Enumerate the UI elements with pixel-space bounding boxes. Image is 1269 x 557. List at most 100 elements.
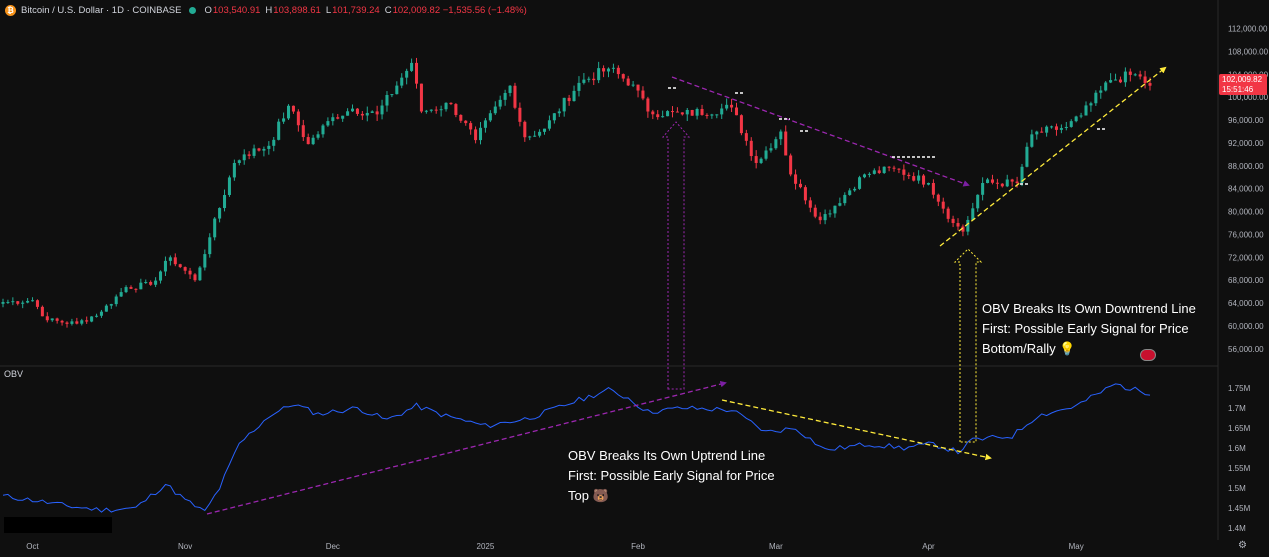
candle-body <box>478 127 483 141</box>
candle-body <box>70 321 74 324</box>
obv-tick-label: 1.4M <box>1228 524 1246 533</box>
candle-body <box>124 287 128 293</box>
candle-body <box>168 257 172 261</box>
candle-body <box>1133 74 1137 76</box>
candle-body <box>690 109 694 116</box>
candle-body <box>134 288 138 290</box>
gear-icon[interactable]: ⚙ <box>1238 540 1247 551</box>
candle-body <box>892 167 896 169</box>
obv-pane-title[interactable]: OBV <box>4 369 24 379</box>
top-signal-arrow <box>661 121 691 390</box>
candle-body <box>346 111 350 116</box>
candle-body <box>986 179 990 183</box>
low-label: L <box>325 4 332 16</box>
candle-body <box>1035 131 1039 135</box>
high-value: 103,898.61 <box>273 4 321 16</box>
candle-body <box>631 84 635 86</box>
candle-body <box>538 131 542 136</box>
candle-body <box>40 306 44 317</box>
candle-body <box>1054 126 1058 130</box>
candle-body <box>419 83 423 112</box>
candle-body <box>16 301 20 304</box>
candle-body <box>616 67 620 75</box>
candle-body <box>267 145 271 149</box>
candle-body <box>936 194 940 202</box>
candle-body <box>21 302 25 304</box>
candle-body <box>675 111 679 113</box>
candle-body <box>60 320 64 323</box>
candle-body <box>976 194 980 209</box>
candle-body <box>242 154 246 161</box>
candle-body <box>858 177 862 189</box>
time-tick-label: Dec <box>326 542 340 551</box>
candle-body <box>1099 90 1103 93</box>
candle-body <box>503 92 507 100</box>
candle-body <box>291 105 295 112</box>
candle-body <box>311 137 315 145</box>
time-tick-label: Nov <box>178 542 192 551</box>
time-tick-label: Oct <box>26 542 39 551</box>
candle-body <box>474 129 478 141</box>
annotation-line: First: Possible Early Signal for Price <box>982 321 1189 336</box>
candle-body <box>80 320 84 324</box>
us-flag-icon[interactable] <box>1140 349 1156 361</box>
candle-body <box>370 111 374 113</box>
bar-countdown: 15:51:46 <box>1222 84 1254 94</box>
candle-body <box>188 270 192 275</box>
top-signal-annotation[interactable]: OBV Breaks Its Own Uptrend Line First: P… <box>568 446 775 506</box>
candle-body <box>213 218 217 238</box>
candle-body <box>685 109 689 115</box>
candle-body <box>282 118 286 122</box>
bottom-signal-annotation[interactable]: OBV Breaks Its Own Downtrend Line First:… <box>982 299 1196 359</box>
price-tick-label: 76,000.00 <box>1228 230 1264 239</box>
candle-body <box>114 296 118 305</box>
candle-body <box>813 207 817 217</box>
candle-body <box>828 213 832 215</box>
candle-body <box>1128 71 1132 75</box>
candle-body <box>257 148 261 151</box>
candle-body <box>764 150 768 159</box>
obv-uptrend-line <box>206 380 727 515</box>
close-label: C <box>384 4 392 16</box>
candle-body <box>705 114 709 116</box>
candle-body <box>1089 103 1093 106</box>
candle-body <box>11 301 15 303</box>
candle-body <box>139 282 143 290</box>
candle-body <box>557 111 561 114</box>
candle-body <box>1104 82 1108 91</box>
candle-body <box>341 115 345 119</box>
bitcoin-icon: ₿ <box>5 4 16 16</box>
candle-body <box>1069 121 1073 127</box>
candle-body <box>1138 74 1142 77</box>
symbol-title[interactable]: Bitcoin / U.S. Dollar · 1D · COINBASE <box>21 4 182 16</box>
candle-body <box>365 112 369 116</box>
candle-body <box>1040 131 1044 133</box>
candle-body <box>907 174 911 177</box>
candle-body <box>552 113 556 121</box>
obv-series <box>2 383 1151 513</box>
bottom-signal-arrow <box>953 248 983 443</box>
candle-body <box>715 114 719 116</box>
candle-body <box>193 274 197 281</box>
price-tick-label: 96,000.00 <box>1228 116 1264 125</box>
candle-body <box>483 120 487 128</box>
candle-body <box>326 121 330 126</box>
candle-body <box>439 109 443 111</box>
candle-body <box>636 84 640 91</box>
candle-body <box>1010 179 1014 182</box>
candle-body <box>247 154 251 156</box>
price-tick-label: 112,000.00 <box>1228 25 1268 34</box>
candle-body <box>798 183 803 188</box>
candle-body <box>833 205 837 214</box>
candle-body <box>902 169 906 175</box>
candle-body <box>203 254 207 268</box>
candle-body <box>961 226 965 232</box>
candle-body <box>410 62 414 71</box>
candle-body <box>661 116 665 118</box>
candle-body <box>1109 80 1113 83</box>
candle-body <box>882 166 886 174</box>
obv-tick-label: 1.45M <box>1228 504 1251 513</box>
candle-body <box>626 78 630 86</box>
candle-body <box>119 292 123 297</box>
